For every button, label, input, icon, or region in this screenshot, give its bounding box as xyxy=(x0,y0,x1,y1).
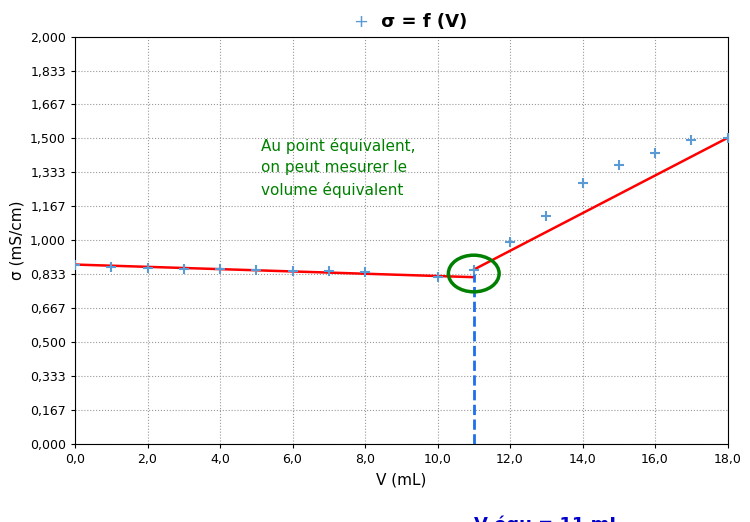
Text: V équ = 11 mL: V équ = 11 mL xyxy=(474,516,620,522)
X-axis label: V (mL): V (mL) xyxy=(376,473,427,488)
Text: σ = f (V): σ = f (V) xyxy=(375,13,467,31)
Text: +: + xyxy=(354,13,375,31)
Text: Au point équivalent,
on peut mesurer le
volume équivalent: Au point équivalent, on peut mesurer le … xyxy=(261,138,416,198)
Y-axis label: σ (mS/cm): σ (mS/cm) xyxy=(10,200,25,280)
